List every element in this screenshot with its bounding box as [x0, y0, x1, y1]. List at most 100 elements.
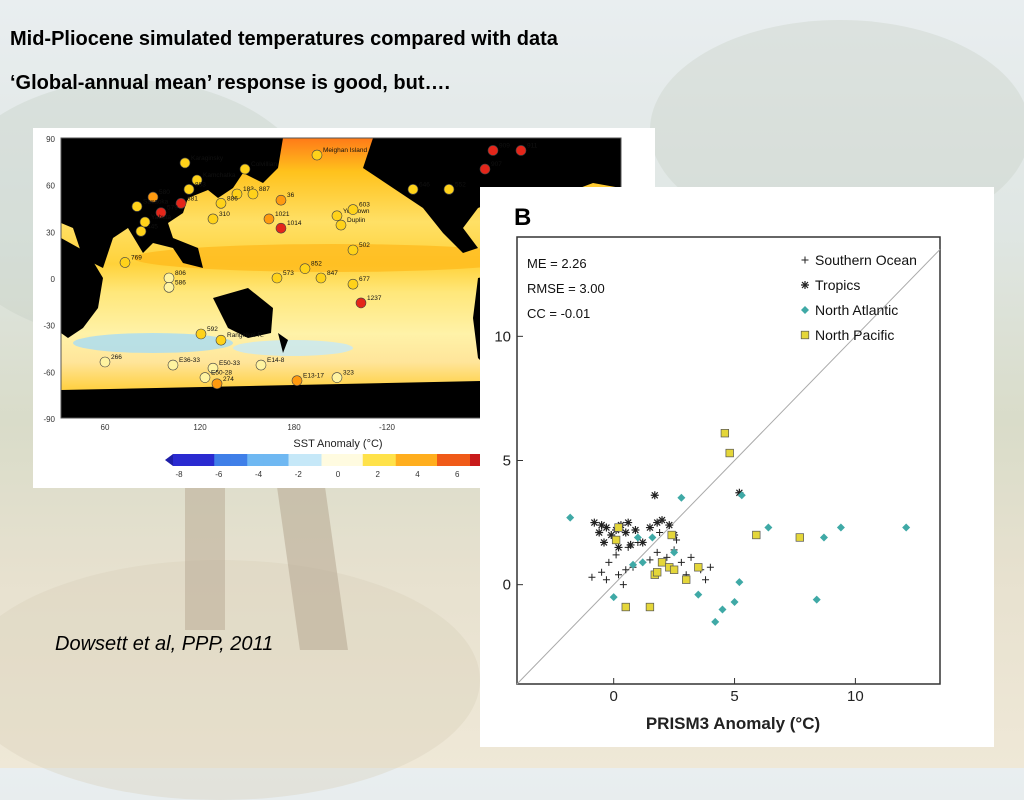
site-label: 847	[327, 270, 338, 277]
data-point-star	[658, 516, 667, 525]
data-point-plus	[677, 558, 685, 566]
colorbar-segment	[255, 454, 265, 466]
data-point-star	[801, 281, 809, 289]
site-marker	[347, 204, 359, 215]
site-label: Colvillian	[251, 161, 277, 168]
site-label: 310	[219, 211, 230, 218]
colorbar-tick-label: 4	[415, 470, 420, 479]
data-point-square	[667, 530, 676, 540]
site-marker	[215, 198, 227, 209]
site-marker	[135, 226, 147, 237]
site-marker	[215, 334, 227, 346]
site-label: 552	[455, 181, 466, 188]
y-tick-label: 5	[503, 453, 511, 470]
data-point-star	[631, 526, 640, 535]
data-point-diamond	[735, 578, 744, 587]
data-point-star	[638, 538, 647, 547]
site-label: Sasaoka	[143, 198, 169, 205]
map-y-tick-label: -90	[43, 415, 55, 424]
site-marker	[179, 157, 191, 169]
map-y-tick-label: 30	[46, 228, 55, 237]
site-marker	[211, 378, 223, 390]
map-x-tick-label: 120	[193, 423, 207, 432]
legend-entry: North Atlantic	[815, 302, 898, 318]
colorbar-segment	[428, 454, 438, 466]
model-data-scatter: B 0 5 10 0 5 10 ME = 2.26 RMSE = 3.00 CC = -0.0…	[494, 204, 941, 733]
site-label: 586	[175, 279, 186, 286]
greenland-land	[513, 138, 573, 168]
data-point-star	[602, 523, 611, 532]
site-marker	[335, 219, 347, 231]
data-point-plus	[612, 551, 620, 559]
colorbar-segment	[412, 454, 421, 466]
cool-anomaly-patch	[233, 340, 353, 356]
data-point-diamond	[694, 590, 703, 599]
site-label: 769	[131, 254, 142, 261]
site-marker	[255, 359, 267, 371]
site-label: 573	[283, 270, 294, 277]
colorbar-segment	[437, 454, 446, 466]
site-marker	[231, 188, 243, 200]
site-marker	[147, 191, 159, 203]
data-point-square	[611, 535, 621, 545]
data-point-diamond	[609, 593, 618, 602]
background-trunk	[185, 470, 225, 630]
colorbar-segment	[296, 454, 306, 466]
site-marker	[207, 213, 219, 225]
data-point-square	[657, 558, 667, 567]
data-point-diamond	[764, 523, 773, 532]
y-tick-label: 10	[494, 328, 511, 345]
colorbar-segment	[222, 454, 232, 466]
colorbar-segment	[453, 454, 463, 466]
data-point-diamond	[836, 523, 845, 532]
stat-text: CC = -0.01	[527, 306, 590, 321]
colorbar-segment	[461, 454, 471, 466]
data-point-plus	[801, 256, 809, 264]
data-point-square	[653, 568, 662, 577]
data-point-plus	[598, 568, 606, 576]
site-marker	[239, 163, 251, 175]
site-marker	[191, 174, 203, 186]
colorbar-label: SST Anomaly (°C)	[293, 438, 382, 450]
data-point-diamond	[629, 560, 638, 569]
site-label: 852	[311, 261, 322, 268]
colorbar-segment	[230, 454, 240, 466]
map-y-tick-label: 60	[46, 182, 55, 191]
site-marker	[487, 145, 499, 156]
cool-anomaly-patch	[73, 333, 233, 353]
x-tick-label: 10	[847, 688, 864, 705]
x-tick-label: 0	[610, 688, 618, 705]
colorbar-segment	[239, 454, 248, 466]
data-point-star	[653, 518, 662, 527]
site-label: 1014	[287, 220, 302, 227]
site-marker	[167, 359, 179, 371]
stat-text: ME = 2.26	[527, 256, 587, 271]
map-y-tick-label: -60	[43, 368, 55, 377]
colorbar-segment	[214, 454, 223, 466]
site-label: E36-33	[179, 357, 200, 364]
colorbar-segment	[371, 454, 380, 466]
legend-entry: Tropics	[815, 277, 860, 293]
site-marker	[163, 272, 175, 284]
africa-land	[61, 238, 103, 338]
colorbar-segment	[387, 454, 397, 466]
data-point-plus	[588, 573, 596, 581]
data-point-plus	[605, 558, 613, 566]
site-label: 907	[491, 161, 502, 168]
data-point-star	[624, 518, 633, 527]
colorbar-segment	[288, 454, 298, 466]
site-marker	[119, 257, 131, 268]
site-marker	[139, 216, 151, 228]
site-marker	[443, 184, 455, 195]
background-foliage	[0, 560, 480, 800]
site-marker	[99, 356, 111, 368]
site-label: 883	[195, 181, 206, 188]
data-point-star	[595, 528, 604, 537]
site-label: Rangitikei R.	[227, 332, 264, 339]
data-point-square	[694, 563, 703, 572]
colorbar-segment	[272, 454, 281, 466]
site-label: 592	[207, 326, 218, 333]
warm-anomaly-band	[133, 244, 533, 272]
site-marker	[199, 372, 211, 383]
site-label: Yabuta	[151, 214, 172, 221]
